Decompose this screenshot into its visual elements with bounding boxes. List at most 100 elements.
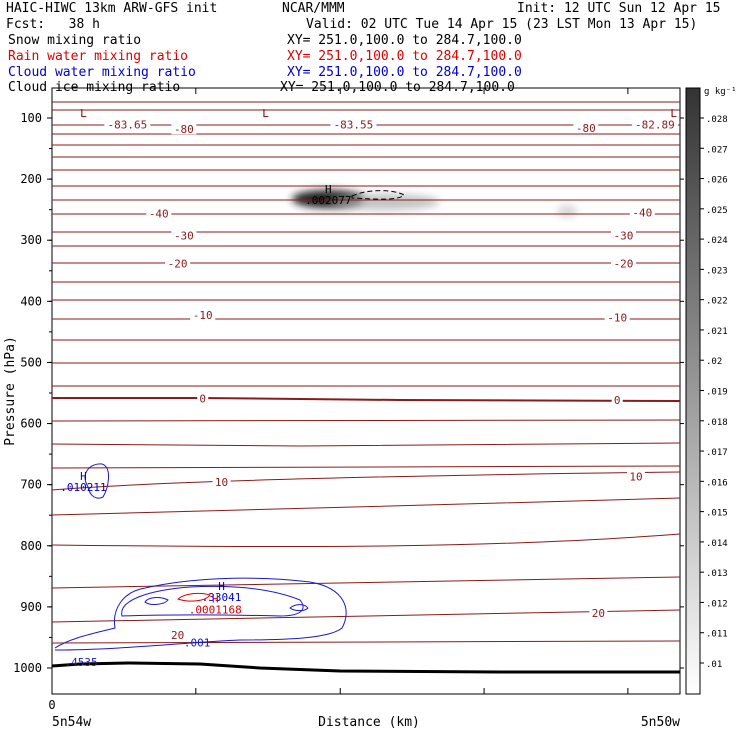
snow-shading-far: [557, 205, 577, 217]
temp-contour-label: -80: [174, 123, 194, 136]
colorbar-tick-label: .022: [706, 297, 728, 307]
temp-contour-label: -20: [614, 258, 634, 271]
colorbar-tick-label: .025: [706, 206, 728, 216]
temp-label-bg: [146, 206, 172, 219]
temp-contour-label: -40: [149, 208, 169, 221]
y-tick-label: 100: [20, 111, 42, 125]
y-tick-label: 300: [20, 233, 42, 247]
temp-contour-label: 0: [199, 393, 206, 406]
colorbar-tick-label: .014: [706, 539, 728, 549]
plot-frame: [51, 87, 681, 695]
y-tick-label: 600: [20, 417, 42, 431]
colorbar-tick-label: .028: [706, 115, 728, 125]
temp-contour: [51, 576, 681, 589]
temp-label-bg: [631, 117, 678, 130]
extremum-value: .002077: [305, 194, 351, 207]
temp-contour-label: 20: [592, 607, 605, 620]
colorbar-tick-label: .017: [706, 448, 728, 458]
x-axis-title: Distance (km): [318, 715, 420, 730]
header-valid: Valid: 02 UTC Tue 14 Apr 15 (23 LST Mon …: [306, 17, 698, 32]
field-xy-rain: XY= 251.0,100.0 to 284.7,100.0: [287, 49, 522, 64]
temp-label-bg: [171, 228, 197, 241]
cloud-water-contour-core: [144, 597, 169, 605]
y-tick-label: 400: [20, 294, 42, 308]
colorbar-tick-label: .011: [706, 630, 728, 640]
colorbar-tick-label: .016: [706, 478, 728, 488]
extremum-marker-h: H: [325, 183, 332, 196]
ground-surface-line: [51, 661, 680, 674]
cloud-ice-contour: [351, 190, 405, 200]
x-axis-end-label: 5n50w: [641, 715, 680, 730]
temp-label-bg: [604, 310, 630, 323]
temp-contour: [51, 465, 681, 469]
cloud-water-label: .001: [184, 637, 211, 650]
temp-contour-zero: [52, 397, 681, 402]
temp-contour-label: -40: [632, 206, 652, 219]
temp-label-bg: [104, 117, 151, 130]
cloud-water-contour-outer: [54, 577, 347, 651]
colorbar-tick-label: .013: [706, 569, 728, 579]
colorbar-tick-label: .018: [706, 418, 728, 428]
colorbar-tick-label: .01: [706, 660, 722, 670]
temp-contour: [51, 533, 681, 548]
field-xy-cloud-water: XY= 251.0,100.0 to 284.7,100.0: [287, 65, 522, 80]
temp-contour: [51, 609, 681, 623]
temp-contour-label: -82.89: [635, 118, 675, 131]
colorbar-tick-label: .012: [706, 599, 728, 609]
colorbar: .01 .011 .012 .013 .014 .015 .016 .017 .018 .019.…: [685, 87, 737, 695]
extremum-marker-l: L: [80, 107, 87, 120]
temp-label-bg: [330, 117, 377, 130]
header-title-center: NCAR/MMM: [282, 1, 345, 16]
cloud-water-label: .4535: [65, 656, 98, 669]
temp-contour-label: -83.65: [107, 118, 147, 131]
temp-contour-label: 10: [629, 470, 642, 483]
temp-label-bg: [589, 606, 608, 619]
temp-contour-label: -80: [576, 122, 596, 135]
temp-contour: [51, 471, 681, 491]
temp-label-bg: [611, 392, 623, 405]
y-tick-label: 900: [20, 600, 42, 614]
temp-label-bg: [627, 469, 646, 482]
extremum-marker-h: H: [80, 470, 87, 483]
colorbar-tick-label: .019: [706, 388, 728, 398]
field-name-cloud-water: Cloud water mixing ratio: [8, 65, 196, 80]
colorbar-tick-label: .015: [706, 509, 728, 519]
extremum-value: .0001168: [189, 604, 242, 617]
temp-label-bg: [212, 474, 231, 487]
temp-contour: [51, 497, 681, 516]
header-title-left: HAIC-HIWC 13km ARW-GFS init: [6, 1, 218, 16]
rain-water-contour: [177, 592, 211, 602]
y-tick-label: 500: [20, 355, 42, 369]
y-tick-label: 700: [20, 478, 42, 492]
y-tick-label: 200: [20, 172, 42, 186]
cloud-water-contours: [54, 463, 347, 651]
y-tick-label: 1000: [13, 661, 42, 675]
colorbar-tick-label: .02: [706, 357, 722, 367]
y-tick-label: 800: [20, 539, 42, 553]
extremum-value: .010211: [60, 481, 106, 494]
extremum-marker-h: H: [218, 580, 225, 593]
temp-contour-label: 20: [171, 629, 184, 642]
temp-label-bg: [573, 120, 599, 133]
temp-contour-label: 0: [614, 394, 621, 407]
colorbar-tick-label: .021: [706, 327, 728, 337]
extremum-marker-h: H: [212, 593, 219, 606]
extremum-marker-l: L: [262, 107, 269, 120]
temp-contour-label: 10: [215, 476, 228, 489]
colorbar-unit-label: g kg⁻¹: [704, 87, 737, 97]
cloud-water-contour-upper: [84, 463, 109, 499]
temp-label-bg: [171, 122, 197, 135]
colorbar-tick-label: .024: [706, 236, 728, 246]
cloud-water-contour-east: [289, 604, 309, 612]
x-axis-start-label: 5n54w: [52, 715, 91, 730]
extremum-value: .33041: [202, 591, 242, 604]
temp-contour-label: -10: [607, 311, 627, 324]
temp-contour-label: -20: [168, 258, 188, 271]
header-fcst: Fcst: 38 h: [6, 17, 100, 32]
y-axis-title: Pressure (hPa): [3, 336, 18, 446]
temp-contour: [51, 640, 681, 644]
temp-label-bg: [197, 391, 209, 404]
temp-label-bg: [190, 307, 216, 320]
extremum-marker-l: L: [670, 107, 677, 120]
